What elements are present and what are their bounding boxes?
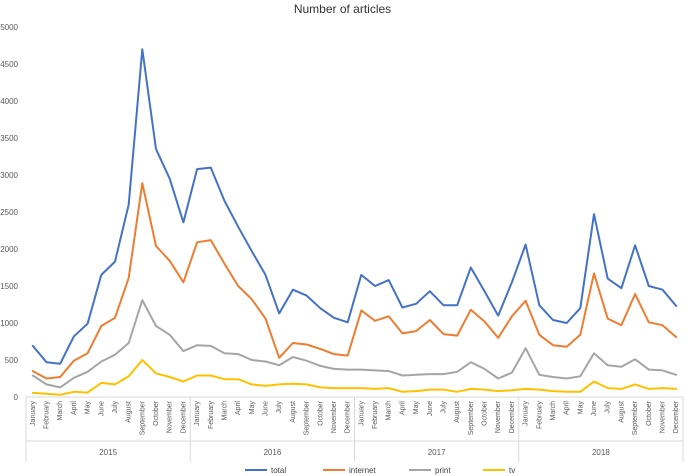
x-tick-label: May [249,401,256,415]
x-tick-label: October [482,400,489,426]
x-tick-label: August [454,401,461,423]
x-tick-label: April [235,401,242,415]
series-line-total [31,48,678,365]
x-tick-label: April [564,401,571,415]
x-tick-label: May [85,401,92,415]
y-tick-label: 500 [5,356,19,365]
x-tick-label: March [221,401,228,421]
x-tick-label: February [208,401,215,430]
y-tick-label: 1000 [0,319,18,328]
x-tick-label: June [98,401,105,416]
y-tick-label: 5000 [0,23,18,32]
x-tick-label: February [536,401,543,430]
x-tick-label: January [194,401,201,426]
x-tick-label: March [57,401,64,421]
x-tick-label: September [139,400,146,435]
x-tick-label: June [263,401,270,416]
x-tick-label: June [591,401,598,416]
x-year-label: 2016 [263,448,281,457]
x-tick-label: November [167,400,174,433]
x-tick-label: September [468,400,475,435]
x-tick-label: November [495,400,502,433]
x-tick-label: May [577,401,584,415]
legend-label-total: total [271,466,286,475]
series-line-print [31,299,678,389]
x-tick-label: February [44,401,51,430]
x-tick-label: March [550,401,557,421]
y-tick-label: 0 [14,393,19,402]
x-tick-label: June [427,401,434,416]
x-tick-label: May [413,401,420,415]
x-tick-label: March [386,401,393,421]
x-tick-label: December [509,400,516,433]
y-tick-label: 3500 [0,134,18,143]
x-tick-label: August [290,401,297,423]
legend-label-internet: internet [349,466,376,475]
series-line-internet [31,182,678,380]
x-tick-label: July [440,401,447,414]
x-tick-label: April [399,401,406,415]
x-tick-label: January [358,401,365,426]
x-tick-label: July [605,401,612,414]
x-tick-label: August [618,401,625,423]
y-tick-label: 3000 [0,171,18,180]
x-tick-label: February [372,401,379,430]
x-tick-label: January [523,401,530,426]
series-line-tv [31,359,678,396]
x-tick-label: January [30,401,37,426]
x-tick-label: November [659,400,666,433]
legend-label-tv: tv [509,466,515,475]
x-tick-label: July [112,401,119,414]
x-tick-label: July [276,401,283,414]
x-tick-label: September [632,400,639,435]
x-tick-label: December [180,400,187,433]
y-tick-label: 2000 [0,245,18,254]
x-tick-label: August [126,401,133,423]
legend-label-print: print [435,466,451,475]
x-tick-label: October [317,400,324,426]
x-tick-label: November [331,400,338,433]
x-tick-label: October [153,400,160,426]
x-tick-label: April [71,401,78,415]
y-tick-label: 2500 [0,208,18,217]
x-year-label: 2017 [428,448,446,457]
x-tick-label: September [304,400,311,435]
chart-title: Number of articles [293,2,392,16]
x-year-label: 2015 [99,448,117,457]
x-tick-label: December [673,400,680,433]
y-tick-label: 1500 [0,282,18,291]
y-tick-label: 4000 [0,97,18,106]
y-tick-label: 4500 [0,60,18,69]
x-tick-label: October [646,400,653,426]
x-year-label: 2018 [592,448,610,457]
x-tick-label: December [345,400,352,433]
